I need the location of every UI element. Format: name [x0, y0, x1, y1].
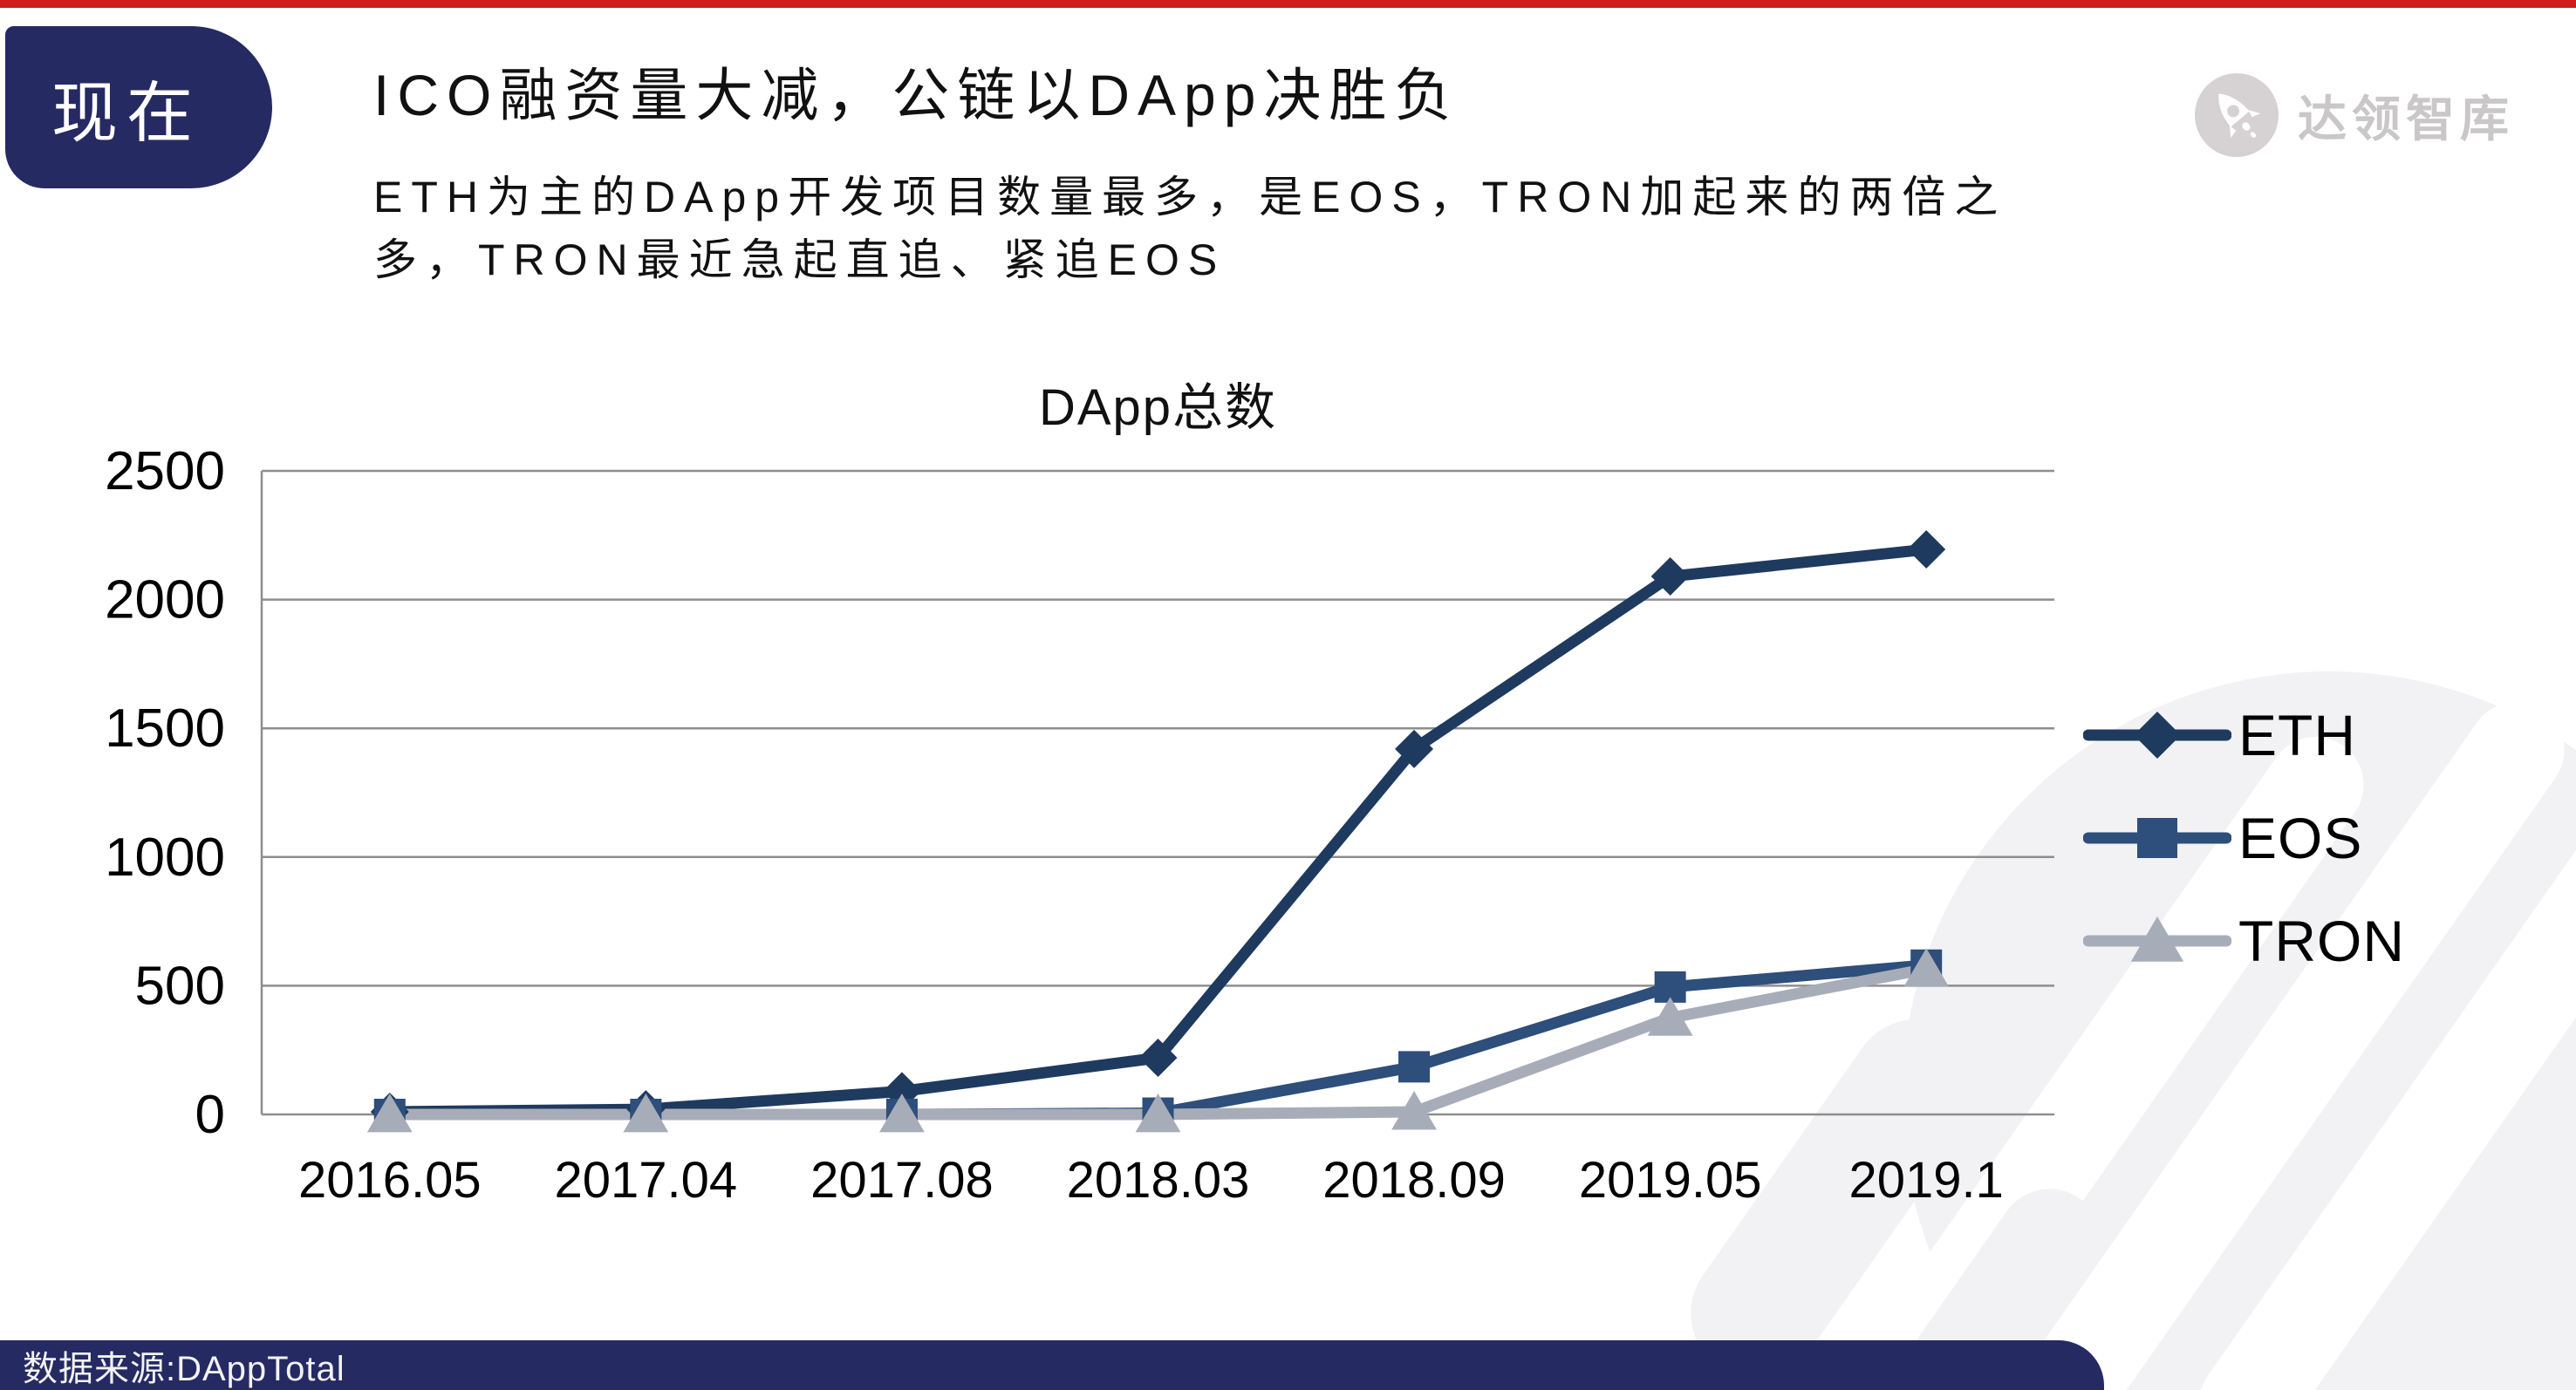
- data-source-text: 数据来源:DAppTotal: [23, 1349, 345, 1388]
- now-badge: 现在: [5, 26, 272, 188]
- x-tick-label: 2019.1: [1849, 1152, 2004, 1209]
- point-eth-2019.1: [1907, 530, 1946, 569]
- subtitle-line-2: 多，TRON最近急起直追、紧追EOS: [373, 235, 1227, 284]
- page-title: ICO融资量大减，公链以DApp决胜负: [373, 63, 1460, 127]
- x-tick-label: 2019.05: [1579, 1152, 1762, 1209]
- legend-item-eth: ETH: [2083, 703, 2405, 767]
- y-tick-label: 2000: [105, 570, 225, 630]
- point-tron-2017.04: [623, 1094, 669, 1133]
- y-tick-label: 500: [135, 956, 225, 1016]
- legend-item-tron: TRON: [2083, 909, 2405, 973]
- y-tick-label: 1000: [105, 828, 225, 888]
- chart-title: DApp总数: [1038, 379, 1278, 436]
- legend-item-eos: EOS: [2083, 806, 2405, 870]
- legend-label-tron: TRON: [2238, 909, 2405, 973]
- legend-label-eos: EOS: [2238, 806, 2363, 870]
- brand-logo: 达领智库: [2195, 73, 2514, 157]
- point-tron-2018.03: [1135, 1094, 1181, 1133]
- y-tick-label: 1500: [105, 698, 225, 759]
- page-subtitle: ETH为主的DApp开发项目数量最多，是EOS，TRON加起来的两倍之 多，TR…: [373, 166, 2006, 291]
- point-tron-2016.05: [366, 1094, 413, 1133]
- subtitle-line-1: ETH为主的DApp开发项目数量最多，是EOS，TRON加起来的两倍之: [373, 173, 2007, 221]
- point-eth-2019.05: [1650, 557, 1690, 596]
- legend-marker-square-icon: [2083, 818, 2231, 858]
- point-eth-2018.09: [1395, 729, 1434, 768]
- rocket-icon: [2195, 73, 2279, 157]
- brand-name: 达领智库: [2298, 91, 2514, 146]
- x-tick-label: 2017.04: [555, 1152, 738, 1209]
- legend-label-eth: ETH: [2238, 703, 2356, 767]
- chart-legend: ETH EOS TRON: [2083, 703, 2405, 1013]
- x-tick-label: 2016.05: [298, 1152, 482, 1209]
- point-eth-2018.03: [1138, 1039, 1178, 1078]
- x-tick-label: 2018.09: [1322, 1152, 1506, 1209]
- y-tick-label: 2500: [105, 441, 225, 501]
- point-tron-2018.09: [1391, 1091, 1437, 1130]
- y-tick-label: 0: [195, 1085, 225, 1145]
- now-badge-label: 现在: [51, 77, 202, 151]
- source-bar: 数据来源:DAppTotal: [0, 1340, 2104, 1390]
- legend-marker-triangle-icon: [2083, 916, 2231, 962]
- point-eos-2018.09: [1398, 1051, 1431, 1083]
- legend-marker-diamond-icon: [2083, 712, 2231, 759]
- x-tick-label: 2018.03: [1067, 1152, 1250, 1209]
- x-tick-label: 2017.08: [810, 1152, 994, 1209]
- series-line-eth: [384, 543, 1932, 1118]
- point-tron-2017.08: [879, 1094, 925, 1133]
- top-accent-line: [0, 0, 2576, 8]
